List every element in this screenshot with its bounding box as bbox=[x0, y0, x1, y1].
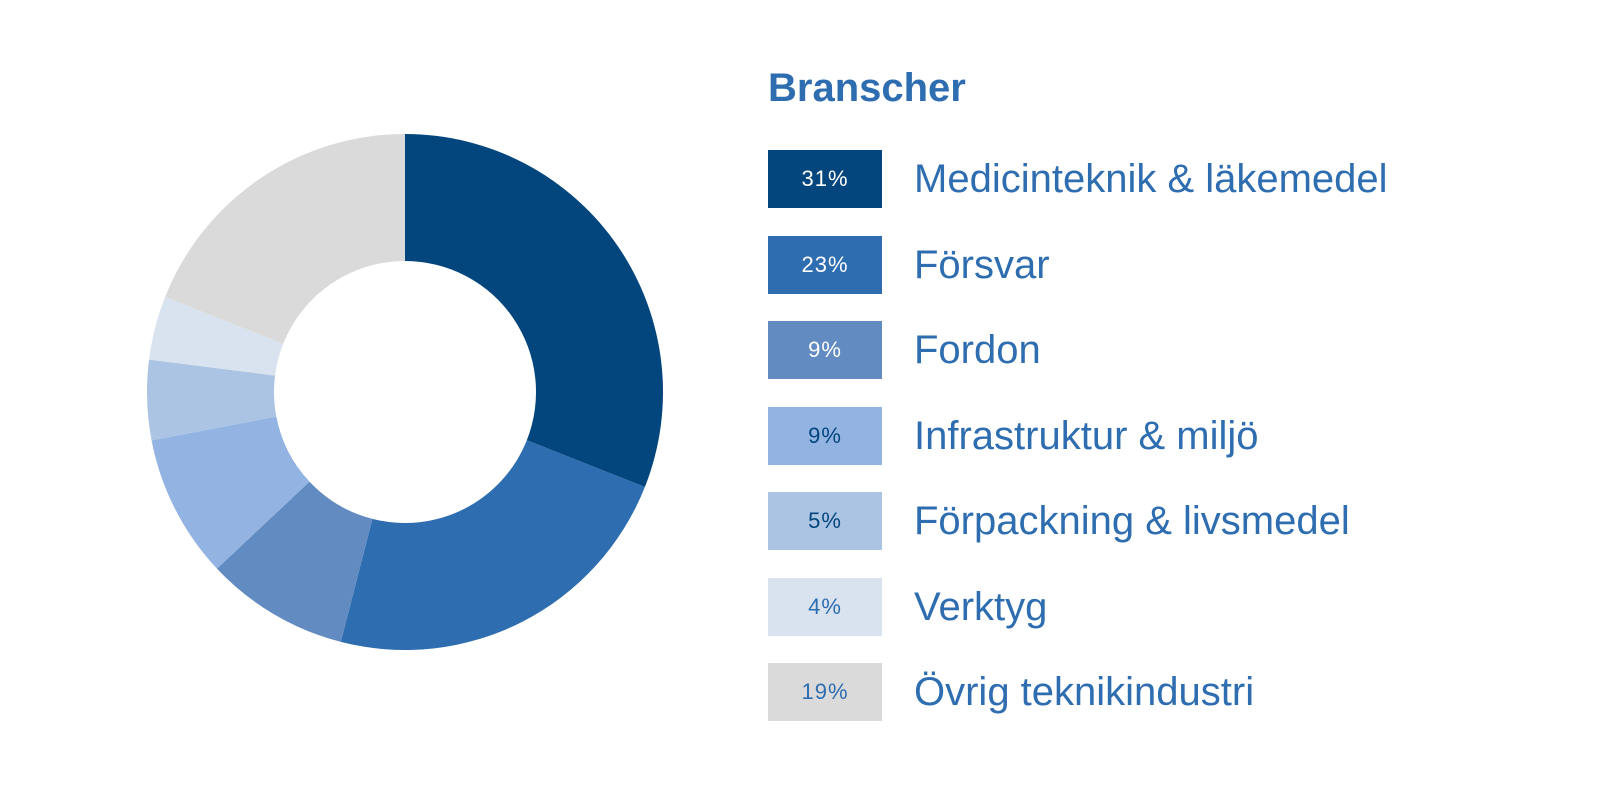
legend-label: Medicinteknik & läkemedel bbox=[914, 157, 1388, 201]
legend-item: 31% Medicinteknik & läkemedel bbox=[768, 150, 1388, 208]
legend-swatch-value: 23% bbox=[768, 235, 882, 294]
legend-item: 4% Verktyg bbox=[768, 577, 1388, 636]
legend-swatch-value: 9% bbox=[768, 321, 882, 379]
legend-label: Verktyg bbox=[914, 584, 1048, 629]
legend-item: 23% Försvar bbox=[768, 235, 1388, 294]
legend-item: 19% Övrig teknikindustri bbox=[768, 663, 1388, 721]
legend-label: Förpackning & livsmedel bbox=[914, 499, 1350, 543]
donut-slice-3 bbox=[216, 481, 373, 642]
donut-slice-7 bbox=[165, 134, 405, 344]
legend-label: Försvar bbox=[914, 242, 1050, 287]
legend-label: Övrig teknikindustri bbox=[914, 670, 1255, 714]
legend-label: Infrastruktur & miljö bbox=[914, 413, 1259, 458]
legend-swatch-value: 9% bbox=[768, 406, 882, 465]
donut-chart bbox=[147, 134, 663, 650]
legend: 31% Medicinteknik & läkemedel 23% Försvar 9%… bbox=[768, 150, 1388, 749]
legend-item: 9% Fordon bbox=[768, 321, 1388, 379]
donut-slice-4 bbox=[151, 416, 310, 569]
legend-swatch-value: 4% bbox=[768, 577, 882, 636]
legend-swatch-value: 19% bbox=[768, 663, 882, 721]
legend-swatch-value: 5% bbox=[768, 492, 882, 550]
donut-slice-6 bbox=[149, 297, 284, 376]
donut-slice-5 bbox=[147, 359, 277, 441]
legend-swatch-value: 31% bbox=[768, 150, 882, 208]
legend-item: 9% Infrastruktur & miljö bbox=[768, 406, 1388, 465]
donut-slice-2 bbox=[340, 440, 645, 650]
legend-label: Fordon bbox=[914, 328, 1041, 372]
legend-title: Branscher bbox=[768, 66, 966, 110]
legend-item: 5% Förpackning & livsmedel bbox=[768, 492, 1388, 550]
donut-slice-1 bbox=[405, 134, 663, 487]
